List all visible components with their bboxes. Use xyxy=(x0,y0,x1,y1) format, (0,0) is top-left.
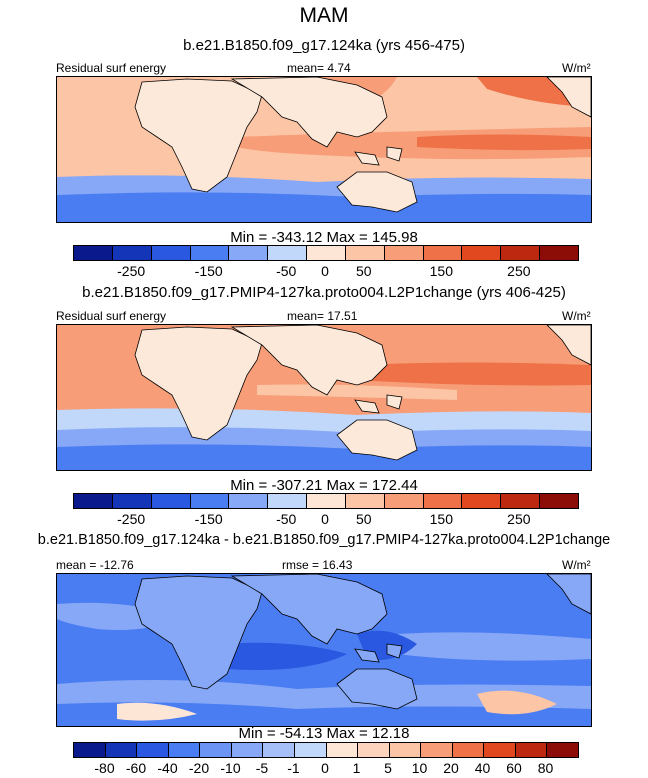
colorbar-swatch xyxy=(112,494,152,508)
colorbar-swatch xyxy=(452,743,485,757)
colorbar-tick-label: 250 xyxy=(507,511,531,527)
colorbar-swatch xyxy=(389,743,422,757)
colorbar-tick-label: 150 xyxy=(429,511,453,527)
panel-3-tick-labels: -80 -60 -40 -20 -10 -5 -1 0 1 5 10 20 40 60 80 xyxy=(73,760,577,778)
colorbar-swatch xyxy=(462,246,502,260)
colorbar-swatch xyxy=(268,246,308,260)
panel-1-min-max: Min = -343.12 Max = 145.98 xyxy=(230,229,418,246)
panel-2-map xyxy=(56,324,592,471)
colorbar-swatch xyxy=(423,494,463,508)
colorbar-tick-label: 0 xyxy=(321,263,329,279)
colorbar-tick-label: 20 xyxy=(443,760,459,776)
colorbar-swatch xyxy=(421,743,453,757)
colorbar-swatch xyxy=(151,246,191,260)
colorbar-swatch xyxy=(423,246,463,260)
colorbar-swatch xyxy=(326,743,359,757)
colorbar-tick-label: 0 xyxy=(321,511,329,527)
panel-3-mean-label: mean = -12.76 xyxy=(56,558,134,572)
colorbar-swatch xyxy=(384,494,424,508)
colorbar-swatch xyxy=(190,246,230,260)
panel-3-units: W/m² xyxy=(562,558,591,572)
panel-1-map xyxy=(56,76,592,223)
colorbar-swatch xyxy=(294,743,327,757)
panel-2-units: W/m² xyxy=(562,309,591,323)
panel-1-variable-label: Residual surf energy xyxy=(56,61,167,75)
panel-3-colorbar xyxy=(73,742,579,758)
colorbar-tick-label: -10 xyxy=(220,760,241,776)
panel-2-title: b.e21.B1850.f09_g17.PMIP4-127ka.proto004… xyxy=(82,284,566,301)
colorbar-swatch xyxy=(384,246,424,260)
colorbar-swatch xyxy=(345,246,385,260)
colorbar-swatch xyxy=(200,743,232,757)
colorbar-tick-label: -250 xyxy=(117,263,146,279)
colorbar-tick-label: -40 xyxy=(157,760,178,776)
colorbar-tick-label: 60 xyxy=(506,760,522,776)
season-title: MAM xyxy=(299,4,349,27)
colorbar-tick-label: 80 xyxy=(537,760,554,776)
colorbar-swatch xyxy=(74,494,113,508)
colorbar-tick-label: 10 xyxy=(411,760,428,776)
colorbar-swatch xyxy=(540,246,578,260)
colorbar-tick-label: 1 xyxy=(352,760,361,776)
colorbar-tick-label: -150 xyxy=(194,263,223,279)
panel-1-tick-labels: -250 -150 -50 0 50 150 250 xyxy=(73,263,577,281)
colorbar-tick-label: -5 xyxy=(255,760,269,776)
panel-3-title: b.e21.B1850.f09_g17.124ka - b.e21.B1850.… xyxy=(37,532,611,548)
colorbar-swatch xyxy=(74,743,106,757)
colorbar-swatch xyxy=(231,743,264,757)
colorbar-swatch xyxy=(484,743,516,757)
colorbar-tick-label: 150 xyxy=(429,263,453,279)
colorbar-swatch xyxy=(307,246,346,260)
colorbar-swatch xyxy=(229,246,269,260)
colorbar-tick-label: 50 xyxy=(355,511,372,527)
colorbar-swatch xyxy=(268,494,308,508)
panel-3-rmse-label: rmse = 16.43 xyxy=(282,558,353,572)
panel-2-tick-labels: -250 -150 -50 0 50 150 250 xyxy=(73,511,577,529)
colorbar-tick-label: -60 xyxy=(125,760,147,776)
colorbar-swatch xyxy=(547,743,578,757)
panel-2-colorbar xyxy=(73,493,579,509)
colorbar-tick-label: 250 xyxy=(507,263,531,279)
colorbar-tick-label: -1 xyxy=(287,760,300,776)
colorbar-swatch xyxy=(137,743,169,757)
colorbar-swatch xyxy=(229,494,269,508)
panel-1-title: b.e21.B1850.f09_g17.124ka (yrs 456-475) xyxy=(183,37,465,54)
colorbar-tick-label: -150 xyxy=(194,511,223,527)
colorbar-swatch xyxy=(105,743,138,757)
colorbar-tick-label: -50 xyxy=(276,511,297,527)
panel-3-map xyxy=(56,573,592,727)
colorbar-swatch xyxy=(358,743,390,757)
panel-1-mean-label: mean= 4.74 xyxy=(287,61,351,75)
colorbar-swatch xyxy=(168,743,201,757)
panel-2-mean-label: mean= 17.51 xyxy=(287,309,358,323)
colorbar-tick-label: -80 xyxy=(94,760,115,776)
panel-2-variable-label: Residual surf energy xyxy=(56,309,167,323)
colorbar-swatch xyxy=(501,494,541,508)
colorbar-tick-label: 50 xyxy=(355,263,372,279)
colorbar-tick-label: 0 xyxy=(321,760,329,776)
colorbar-swatch xyxy=(263,743,295,757)
colorbar-tick-label: -20 xyxy=(188,760,210,776)
colorbar-swatch xyxy=(190,494,230,508)
colorbar-swatch xyxy=(501,246,541,260)
colorbar-tick-label: 5 xyxy=(384,760,392,776)
panel-1-units: W/m² xyxy=(562,61,591,75)
colorbar-swatch xyxy=(112,246,152,260)
panel-3-min-max: Min = -54.13 Max = 12.18 xyxy=(238,725,410,742)
panel-1-colorbar xyxy=(73,245,579,261)
panel-2-min-max: Min = -307.21 Max = 172.44 xyxy=(230,477,418,494)
colorbar-swatch xyxy=(74,246,113,260)
colorbar-tick-label: -50 xyxy=(276,263,297,279)
colorbar-tick-label: -250 xyxy=(117,511,146,527)
colorbar-swatch xyxy=(345,494,385,508)
colorbar-swatch xyxy=(540,494,578,508)
colorbar-swatch xyxy=(515,743,548,757)
colorbar-tick-label: 40 xyxy=(474,760,491,776)
colorbar-swatch xyxy=(462,494,502,508)
colorbar-swatch xyxy=(151,494,191,508)
colorbar-swatch xyxy=(307,494,346,508)
